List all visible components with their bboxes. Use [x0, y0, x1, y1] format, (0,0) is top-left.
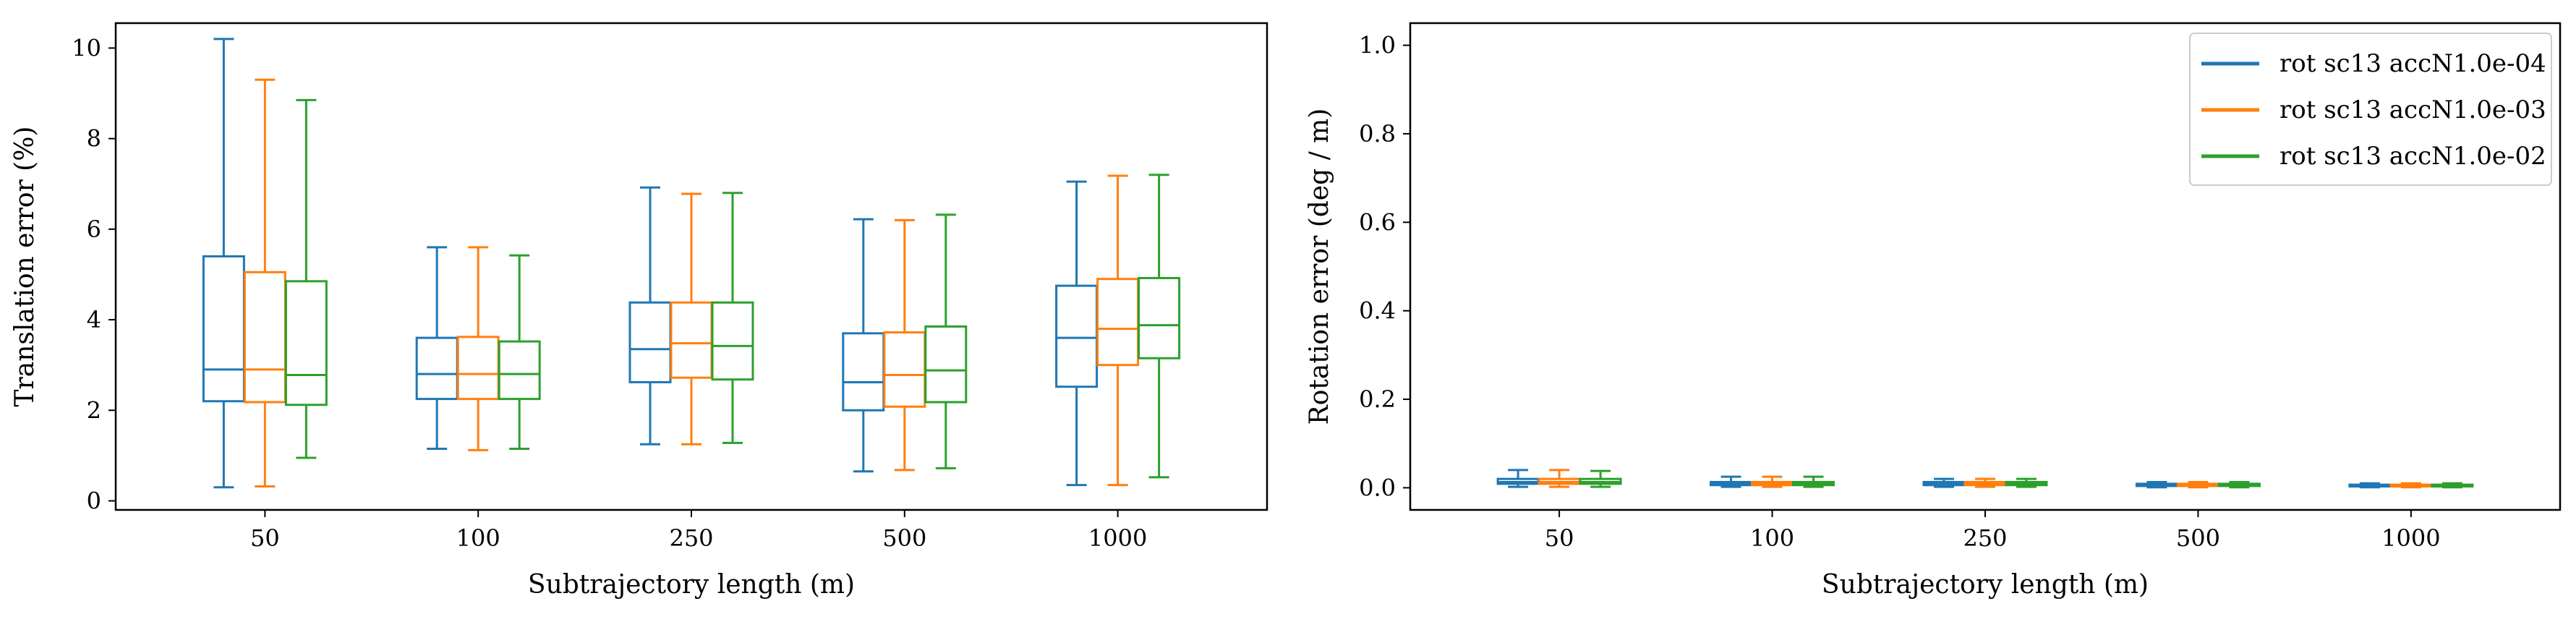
- translation-error-chart: 0 2 4 6 8 10 50 100 250 500 1000 Subtrajectory leng…: [10, 22, 1268, 600]
- x-axis-label: Subtrajectory length (m): [528, 570, 855, 600]
- iqr-box: [1096, 278, 1140, 367]
- box-0-1-2: [670, 192, 713, 446]
- box-1-1-0: [1538, 469, 1581, 488]
- box-0-2-0: [284, 98, 328, 459]
- iqr-box: [842, 332, 885, 412]
- x-tick-label: 1000: [2381, 524, 2440, 552]
- box-1-0-4: [2348, 482, 2392, 489]
- box-0-1-1: [456, 246, 500, 451]
- iqr-box: [1055, 284, 1099, 388]
- box-1-1-3: [2176, 480, 2219, 489]
- legend-label: rot sc13 accN1.0e-02: [2279, 142, 2546, 171]
- legend-frame: [2189, 33, 2552, 186]
- iqr-box: [498, 340, 541, 401]
- iqr-box: [415, 336, 459, 401]
- box-0-0-4: [1055, 180, 1099, 487]
- rotation-error-chart: 0.0 0.2 0.4 0.6 0.8 1.0 50 100 250 500 1000 Subtraj…: [1305, 22, 2562, 600]
- x-axis-label: Subtrajectory length (m): [1822, 570, 2149, 600]
- iqr-box: [284, 280, 328, 406]
- iqr-box: [883, 331, 926, 408]
- y-tick-label: 2: [87, 396, 101, 424]
- box-0-0-1: [415, 246, 459, 450]
- box-1-0-3: [2135, 480, 2178, 489]
- box-0-0-3: [842, 218, 885, 473]
- y-tick-label: 0.8: [1359, 120, 1396, 148]
- box-1-1-1: [1751, 475, 1794, 488]
- iqr-box: [1138, 276, 1181, 359]
- box-1-0-2: [1922, 477, 1966, 488]
- y-tick-label: 10: [72, 34, 101, 61]
- box-0-1-3: [883, 218, 926, 472]
- legend-label: rot sc13 accN1.0e-03: [2279, 95, 2546, 124]
- iqr-box: [456, 336, 500, 401]
- iqr-box: [202, 255, 245, 403]
- y-tick-label: 1.0: [1359, 32, 1396, 59]
- box-1-2-3: [2217, 480, 2261, 489]
- box-1-0-1: [1710, 475, 1753, 488]
- iqr-box: [711, 301, 754, 381]
- iqr-box: [628, 301, 672, 383]
- y-tick-label: 0.2: [1359, 385, 1396, 413]
- y-tick-label: 0.4: [1359, 297, 1396, 325]
- box-1-2-1: [1792, 475, 1835, 488]
- box-0-2-2: [711, 192, 754, 444]
- box-0-2-1: [498, 254, 541, 450]
- x-tick-label: 500: [2176, 524, 2220, 552]
- y-tick-label: 4: [87, 306, 101, 333]
- iqr-box: [670, 301, 713, 379]
- box-1-2-4: [2431, 482, 2474, 489]
- iqr-box: [924, 325, 968, 404]
- box-0-1-4: [1096, 174, 1140, 487]
- box-0-0-0: [202, 38, 245, 489]
- box-1-0-0: [1496, 469, 1540, 488]
- box-1-2-0: [1579, 469, 1622, 488]
- y-tick-label: 0: [87, 487, 101, 514]
- iqr-box: [243, 270, 286, 404]
- box-0-2-3: [924, 213, 968, 469]
- box-0-1-0: [243, 78, 286, 487]
- x-tick-label: 1000: [1088, 524, 1147, 552]
- legend: rot sc13 accN1.0e-04 rot sc13 accN1.0e-03…: [2189, 33, 2552, 186]
- y-tick-label: 8: [87, 125, 101, 153]
- x-tick-label: 100: [1750, 524, 1794, 552]
- y-axis-label: Translation error (%): [10, 127, 40, 407]
- box-1-1-4: [2389, 482, 2433, 489]
- y-tick-label: 0.0: [1359, 474, 1396, 501]
- y-axis-label: Rotation error (deg / m): [1305, 108, 1334, 425]
- x-tick-label: 50: [1545, 524, 1574, 552]
- box-0-2-4: [1138, 174, 1181, 479]
- box-1-2-2: [2005, 477, 2048, 488]
- y-tick-label: 6: [87, 216, 101, 243]
- x-tick-label: 50: [250, 524, 280, 552]
- x-tick-label: 250: [1963, 524, 2007, 552]
- x-tick-label: 100: [456, 524, 500, 552]
- x-tick-label: 500: [882, 524, 926, 552]
- legend-label: rot sc13 accN1.0e-04: [2279, 49, 2546, 78]
- box-1-1-2: [1963, 477, 2007, 488]
- x-tick-label: 250: [669, 524, 713, 552]
- box-0-0-2: [628, 186, 672, 446]
- y-tick-label: 0.6: [1359, 208, 1396, 236]
